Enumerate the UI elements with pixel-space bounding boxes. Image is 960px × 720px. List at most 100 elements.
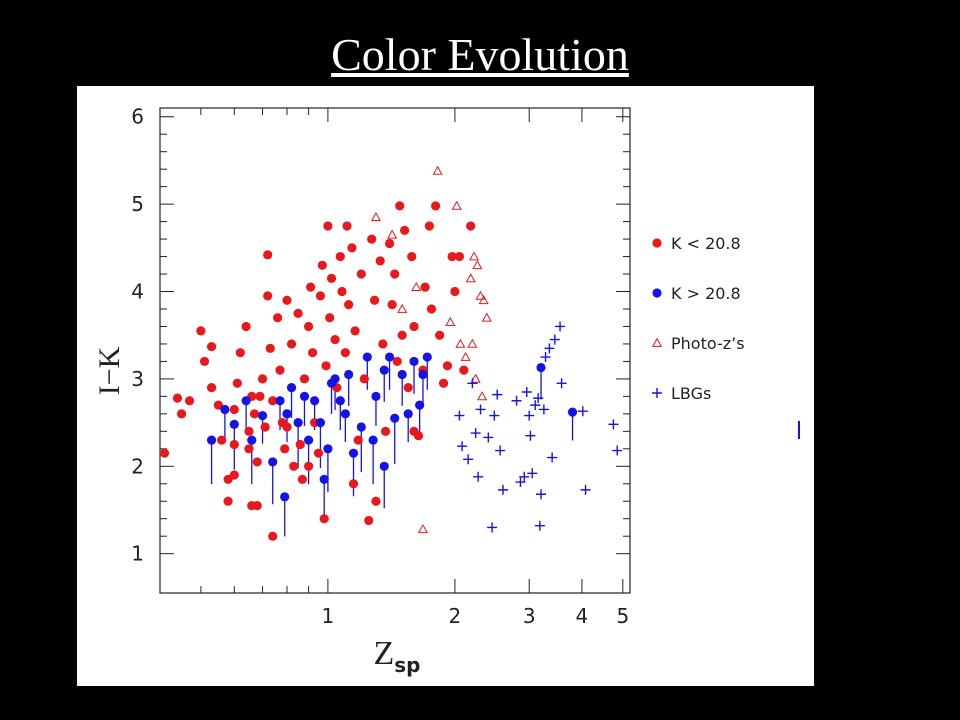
point-lbgs xyxy=(492,389,503,400)
point-k-20-8 xyxy=(442,361,453,371)
point-k-20-8 xyxy=(420,282,430,292)
point-lbgs xyxy=(556,378,567,389)
point-photo-z-s xyxy=(417,523,429,534)
point-k-20-8 xyxy=(268,531,278,541)
y-axis-title: I−K xyxy=(93,346,126,395)
legend-swatch xyxy=(651,337,663,347)
point-k-20-8 xyxy=(206,383,217,393)
point-k-20-8 xyxy=(418,369,428,380)
point-k-20-8 xyxy=(315,417,326,428)
point-lbgs xyxy=(527,468,538,479)
point-k-20-8 xyxy=(330,334,340,345)
point-k-20-8 xyxy=(308,348,318,358)
point-k-20-8 xyxy=(257,411,268,421)
point-photo-z-s xyxy=(481,312,492,322)
x-tick-label: 3 xyxy=(523,604,536,628)
point-k-20-8 xyxy=(450,286,460,297)
point-k-20-8 xyxy=(263,291,273,301)
point-lbgs xyxy=(470,428,481,439)
point-k-20-8 xyxy=(371,391,381,401)
point-k-20-8 xyxy=(206,435,217,445)
legend: K < 20.8 K > 20.8 Photo-z’s LBGs xyxy=(651,234,745,403)
point-k-20-8 xyxy=(356,269,366,279)
point-lbgs xyxy=(608,419,619,430)
point-k-20-8 xyxy=(293,417,303,428)
point-k-20-8 xyxy=(275,365,285,375)
point-k-20-8 xyxy=(280,492,290,502)
point-k-20-8 xyxy=(392,356,402,367)
tick-labels: 1 2 3 4 5 6 1 2 3 4 5 xyxy=(131,105,629,628)
point-k-20-8 xyxy=(380,426,391,436)
y-tick-label: 3 xyxy=(131,367,144,391)
point-k-20-8 xyxy=(229,404,239,415)
point-k-20-8 xyxy=(244,426,254,436)
point-k-20-8 xyxy=(303,461,314,471)
point-k-20-8 xyxy=(213,400,223,410)
y-tick-label: 6 xyxy=(131,105,144,129)
point-k-20-8 xyxy=(390,413,400,423)
point-k-20-8 xyxy=(409,356,419,367)
point-lbgs xyxy=(454,410,465,421)
legend-swatch xyxy=(652,288,662,298)
point-k-20-8 xyxy=(335,251,345,262)
legend-label: K > 20.8 xyxy=(671,284,741,303)
point-k-20-8 xyxy=(273,313,283,323)
point-k-20-8 xyxy=(252,501,262,511)
point-k-20-8 xyxy=(317,260,327,270)
point-k-20-8 xyxy=(409,426,419,436)
point-lbgs xyxy=(524,410,535,421)
point-k-20-8 xyxy=(431,201,441,211)
point-k-20-8 xyxy=(384,238,395,249)
point-lbgs xyxy=(534,520,545,531)
point-k-20-8 xyxy=(295,439,305,450)
point-k-20-8 xyxy=(379,365,389,375)
point-k-20-8 xyxy=(184,396,195,406)
point-k-20-8 xyxy=(325,313,335,323)
point-k-20-8 xyxy=(395,201,405,211)
point-lbgs xyxy=(540,352,551,363)
y-tick-label: 5 xyxy=(131,192,144,216)
point-k-20-8 xyxy=(176,409,187,419)
data-marks xyxy=(159,165,623,541)
scatter-figure: 1 2 3 4 5 6 1 2 3 4 5 I−K Zsp K < 20.8 K > 20.8 Phot… xyxy=(77,86,814,686)
point-k-20-8 xyxy=(247,435,257,445)
point-k-20-8 xyxy=(342,221,352,231)
point-lbgs xyxy=(487,522,498,533)
point-k-20-8 xyxy=(303,321,314,332)
point-k-20-8 xyxy=(422,352,432,362)
axis-ticks xyxy=(160,108,630,593)
point-k-20-8 xyxy=(255,391,265,401)
point-k-20-8 xyxy=(306,282,316,292)
point-k-20-8 xyxy=(282,295,292,305)
point-k-20-8 xyxy=(379,461,389,471)
point-k-20-8 xyxy=(403,409,413,419)
point-k-20-8 xyxy=(438,378,449,388)
point-photo-z-s xyxy=(451,200,462,210)
point-photo-z-s xyxy=(455,338,466,348)
error-bars xyxy=(210,357,574,537)
point-k-20-8 xyxy=(347,243,357,253)
point-lbgs xyxy=(457,441,468,452)
point-photo-z-s xyxy=(460,351,471,361)
point-k-20-8 xyxy=(232,378,242,388)
point-k-20-8 xyxy=(390,269,400,279)
point-lbgs xyxy=(511,395,522,406)
point-lbgs xyxy=(536,489,547,500)
x-tick-label: 1 xyxy=(322,604,335,628)
x-tick-label: 2 xyxy=(449,604,462,628)
point-k-20-8 xyxy=(364,515,374,526)
point-lbgs xyxy=(538,404,549,415)
plot-frame xyxy=(159,107,631,594)
point-photo-z-s xyxy=(477,391,488,401)
point-k-20-8 xyxy=(303,435,314,445)
point-k-20-8 xyxy=(435,330,445,340)
point-k-20-8 xyxy=(282,409,292,419)
point-lbgs xyxy=(533,393,544,404)
point-k-20-8 xyxy=(367,234,377,244)
point-photo-z-s xyxy=(411,281,422,292)
point-lbgs xyxy=(555,321,566,332)
point-k-20-8 xyxy=(378,339,388,349)
point-lbgs xyxy=(475,404,486,415)
point-k-20-8 xyxy=(326,273,337,284)
point-lbgs xyxy=(612,445,623,456)
